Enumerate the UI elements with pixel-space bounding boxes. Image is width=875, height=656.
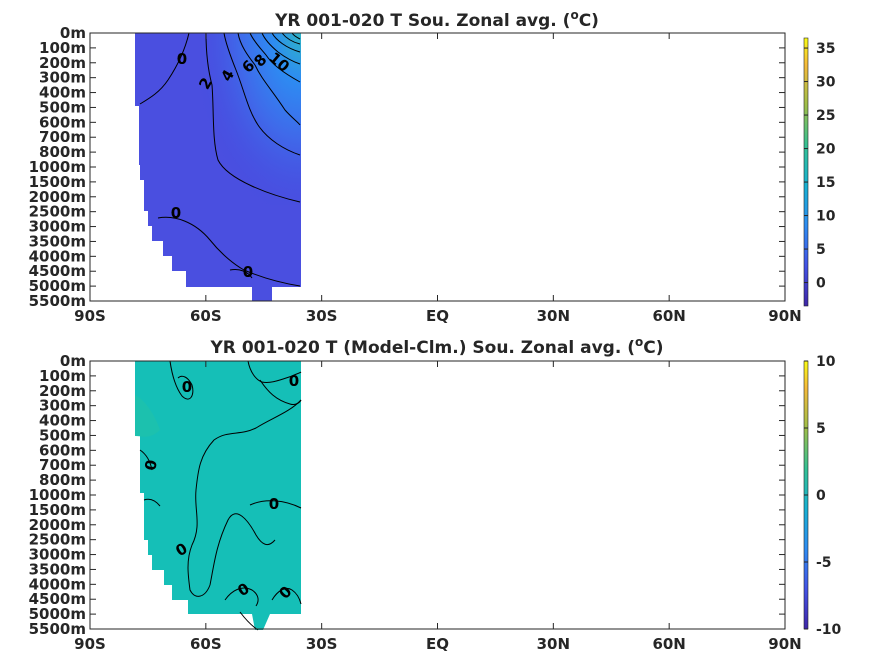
y-tick-label: 3000m [29,546,86,564]
y-tick-label: 500m [39,426,86,444]
colorbar-tick-label: 5 [816,421,826,437]
p1-contour-label-0: 0 [177,50,187,68]
colorbar-tick-label: -10 [816,622,842,638]
panel-1-x-ticks: 90S 60S 30S EQ 30N 60N 90N [74,33,802,325]
colorbar-tick-label: 10 [816,354,836,370]
y-tick-label: 800m [39,471,86,489]
panel-1-colorbar-ticks: 0 5 10 15 20 25 30 35 [804,41,836,292]
colorbar-tick-label: 15 [816,175,835,191]
colorbar-tick-label: 5 [816,242,826,258]
p1-contour-label-0b: 0 [171,204,181,222]
y-tick-label: 2500m [29,531,86,549]
y-tick-label: 2500m [29,203,86,221]
p2-contour-label-0c: 0 [141,458,161,471]
y-tick-label: 100m [39,39,86,57]
x-tick-label: 30N [537,307,570,325]
panel-2-colorbar-ticks: 10 5 0 -5 -10 [804,354,842,638]
y-tick-label: 5000m [29,605,86,623]
colorbar-tick-label: 30 [816,75,836,91]
y-tick-label: 200m [39,382,86,400]
colorbar-tick-label: 10 [816,209,836,225]
y-tick-label: 700m [39,128,86,146]
p2-contour-label-0b: 0 [289,372,299,390]
x-tick-label: 90N [768,635,801,653]
p2-contour-label-0d: 0 [269,495,279,513]
panel-1: YR 001-020 T Sou. Zonal avg. (oC) 0 2 4 … [29,8,836,325]
panel-1-y-ticks: 0m100m200m300m400m500m600m700m800m1000m1… [29,24,785,310]
y-tick-label: 4500m [29,590,86,608]
panel-2-x-ticks: 90S 60S 30S EQ 30N 60N 90N [74,361,802,653]
y-tick-label: 4000m [29,247,86,265]
y-tick-label: 3500m [29,232,86,250]
y-tick-label: 5500m [29,620,86,638]
y-tick-label: 0m [60,24,86,42]
x-tick-label: 60N [652,307,685,325]
x-tick-label: 90N [768,307,801,325]
x-tick-label: 60S [190,635,222,653]
panel-1-warm-region [200,33,301,205]
y-tick-label: 1500m [29,501,86,519]
panel-1-contours [139,32,301,287]
panel-2: YR 001-020 T (Model-Clm.) Sou. Zonal avg… [29,335,842,653]
panel-1-title: YR 001-020 T Sou. Zonal avg. (oC) [274,8,599,31]
x-tick-label: 60N [652,635,685,653]
y-tick-label: 400m [39,412,86,430]
colorbar-tick-label: -5 [816,555,832,571]
y-tick-label: 500m [39,98,86,116]
x-tick-label: 30S [306,635,338,653]
panel-2-y-ticks: 0m100m200m300m400m500m600m700m800m1000m1… [29,352,785,638]
p1-contour-label-0c: 0 [243,263,253,281]
y-tick-label: 2000m [29,188,86,206]
y-tick-label: 1500m [29,173,86,191]
y-tick-label: 1000m [29,158,86,176]
panel-1-colorbar [803,37,809,307]
panel-2-contours [139,360,302,631]
y-tick-label: 300m [39,397,86,415]
y-tick-label: 2000m [29,516,86,534]
colorbar-tick-label: 35 [816,41,835,57]
y-tick-label: 3000m [29,218,86,236]
panel-2-field [135,361,301,630]
x-tick-label: EQ [426,307,449,325]
y-tick-label: 700m [39,456,86,474]
x-tick-label: 90S [74,635,106,653]
y-tick-label: 3500m [29,560,86,578]
x-tick-label: 30S [306,307,338,325]
y-tick-label: 5500m [29,292,86,310]
x-tick-label: EQ [426,635,449,653]
colorbar-tick-label: 0 [816,488,826,504]
y-tick-label: 600m [39,113,86,131]
x-tick-label: 30N [537,635,570,653]
panel-2-field-shade [135,395,160,437]
x-tick-label: 90S [74,307,106,325]
y-tick-label: 0m [60,352,86,370]
y-tick-label: 300m [39,69,86,87]
y-tick-label: 800m [39,143,86,161]
y-tick-label: 400m [39,84,86,102]
y-tick-label: 4500m [29,262,86,280]
x-tick-label: 60S [190,307,222,325]
colorbar-tick-label: 25 [816,108,835,124]
y-tick-label: 600m [39,441,86,459]
colorbar-tick-label: 0 [816,276,826,292]
y-tick-label: 100m [39,367,86,385]
y-tick-label: 4000m [29,575,86,593]
y-tick-label: 200m [39,54,86,72]
p2-contour-label-0a: 0 [182,378,192,396]
y-tick-label: 1000m [29,486,86,504]
panel-2-title: YR 001-020 T (Model-Clm.) Sou. Zonal avg… [210,335,664,358]
y-tick-label: 5000m [29,277,86,295]
colorbar-tick-label: 20 [816,142,836,158]
